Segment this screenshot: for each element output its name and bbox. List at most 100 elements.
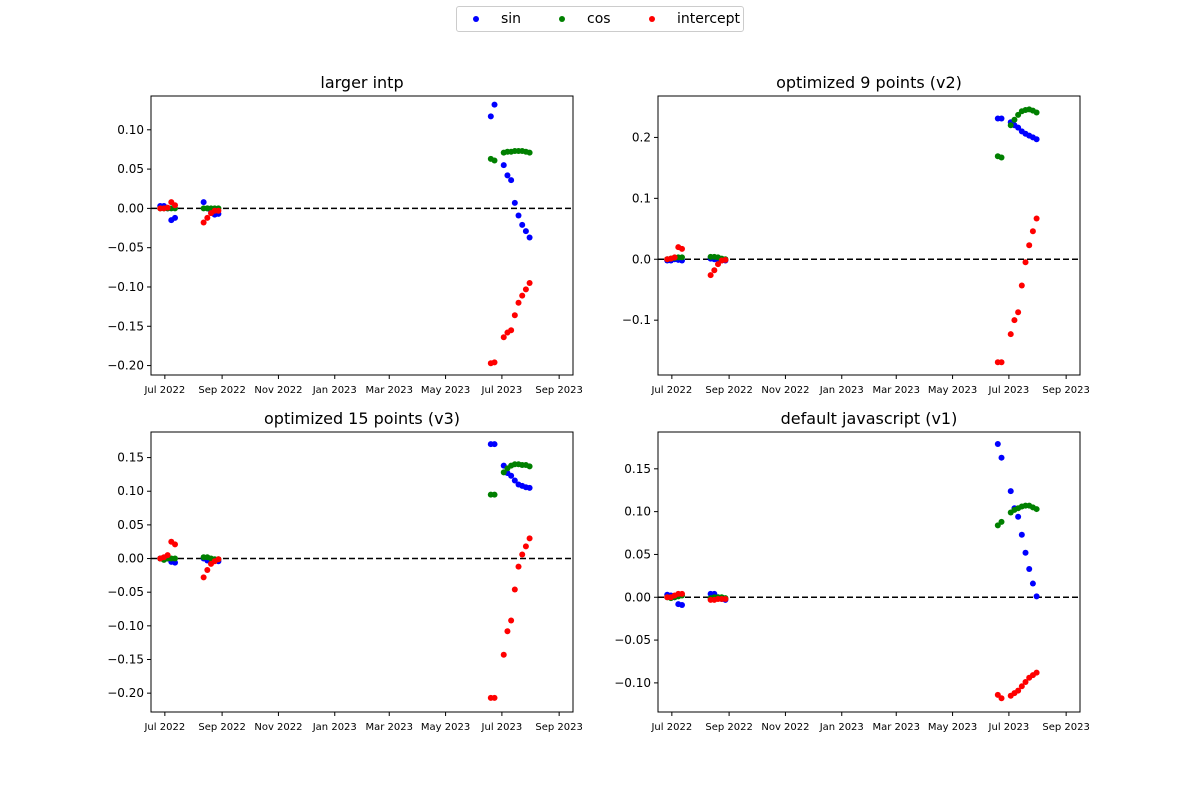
y-tick-label: 0.10: [624, 505, 651, 519]
x-tick-label: Sep 2023: [535, 385, 582, 396]
data-point-sin: [679, 601, 686, 608]
data-point-intercept: [204, 214, 211, 221]
legend-marker-cos: [559, 16, 565, 22]
data-point-sin: [1029, 580, 1036, 587]
series-sin: [664, 115, 1040, 264]
data-point-cos: [172, 555, 179, 562]
x-tick-label: Sep 2022: [705, 385, 752, 396]
x-tick-label: May 2023: [421, 722, 470, 733]
data-point-sin: [1033, 593, 1040, 600]
legend-label-sin: sin: [501, 11, 522, 27]
data-point-sin: [511, 199, 518, 206]
data-point-sin: [1026, 566, 1033, 573]
y-tick-label: 0.2: [632, 130, 651, 144]
x-tick-label: Nov 2022: [254, 385, 302, 396]
x-tick-label: Jan 2023: [312, 722, 357, 733]
data-point-intercept: [1033, 215, 1040, 222]
data-point-intercept: [491, 694, 498, 701]
subplot-larger-intp: larger intp 0.10 0.05 0.00 −0.05 −0.10 −0.15 −0…: [107, 73, 583, 396]
data-point-intercept: [200, 219, 207, 226]
y-tick-label: −0.05: [107, 241, 144, 255]
legend-label-intercept: intercept: [677, 11, 740, 27]
data-point-intercept: [526, 535, 533, 542]
data-point-intercept: [679, 590, 686, 597]
x-tick-label: Mar 2023: [872, 722, 920, 733]
data-point-intercept: [522, 543, 529, 550]
series-intercept: [157, 199, 533, 367]
data-point-intercept: [1018, 683, 1025, 690]
y-tick-label: −0.15: [107, 653, 144, 667]
subplot-title: optimized 15 points (v3): [264, 409, 460, 428]
axes-frame: [657, 95, 1081, 376]
x-tick-label: Mar 2023: [365, 385, 413, 396]
data-point-sin: [522, 228, 529, 235]
data-point-intercept: [172, 541, 179, 548]
y-tick-label: 0.10: [117, 484, 144, 498]
x-tick-label: Jul 2023: [481, 385, 523, 396]
x-tick-label: Nov 2022: [254, 722, 302, 733]
x-tick-label: Jul 2023: [481, 722, 523, 733]
data-point-intercept: [500, 651, 507, 658]
subplot-title: default javascript (v1): [781, 409, 958, 428]
data-point-sin: [508, 177, 515, 184]
data-point-intercept: [711, 267, 718, 274]
x-tick-label: Mar 2023: [365, 722, 413, 733]
y-tick-label: −0.1: [622, 313, 651, 327]
x-tick-label: Jul 2022: [143, 722, 185, 733]
data-point-intercept: [522, 286, 529, 293]
x-tick-label: Jan 2023: [312, 385, 357, 396]
data-point-sin: [994, 440, 1001, 447]
subplot-title: optimized 9 points (v2): [776, 73, 962, 92]
data-point-cos: [491, 491, 498, 498]
data-point-intercept: [511, 586, 518, 593]
x-tick-label: Jul 2023: [988, 385, 1030, 396]
data-point-intercept: [204, 566, 211, 573]
data-point-sin: [526, 484, 533, 491]
data-point-sin: [1007, 488, 1014, 495]
x-tick-label: Jul 2022: [143, 385, 185, 396]
x-tick-label: Sep 2022: [198, 385, 245, 396]
data-point-cos: [1015, 111, 1022, 118]
data-point-intercept: [707, 272, 714, 279]
data-point-sin: [200, 199, 207, 206]
data-point-cos: [500, 469, 507, 476]
legend-marker-sin: [473, 16, 479, 22]
data-point-intercept: [215, 207, 222, 214]
y-tick-label: −0.05: [107, 585, 144, 599]
data-point-intercept: [164, 204, 171, 211]
data-point-intercept: [1007, 331, 1014, 338]
data-point-intercept: [998, 695, 1005, 702]
subplot-title: larger intp: [320, 73, 403, 92]
legend-item-cos: cos: [559, 11, 611, 27]
x-tick-label: Jan 2023: [819, 385, 864, 396]
data-point-intercept: [515, 563, 522, 570]
subplot-optimized-9-points-v2: optimized 9 points (v2) 0.2 0.1 0.0 −0.1 Jul …: [622, 73, 1090, 396]
data-point-intercept: [998, 359, 1005, 366]
data-point-intercept: [1033, 669, 1040, 676]
data-point-sin: [172, 214, 179, 221]
y-tick-label: 0.15: [624, 462, 651, 476]
data-point-intercept: [515, 299, 522, 306]
data-point-cos: [679, 254, 686, 261]
data-point-sin: [998, 115, 1005, 122]
data-point-cos: [1033, 506, 1040, 513]
data-point-cos: [998, 154, 1005, 161]
x-tick-label: Sep 2023: [535, 722, 582, 733]
y-tick-label: 0.00: [117, 201, 144, 215]
axes-frame: [150, 95, 574, 376]
y-tick-label: 0.0: [632, 252, 651, 266]
data-point-intercept: [715, 261, 722, 268]
y-tick-label: 0.10: [117, 123, 144, 137]
data-point-cos: [526, 149, 533, 156]
data-point-sin: [508, 472, 515, 479]
data-point-sin: [1033, 136, 1040, 143]
data-point-intercept: [526, 280, 533, 287]
data-point-intercept: [1026, 242, 1033, 249]
data-point-intercept: [1029, 228, 1036, 235]
y-tick-label: 0.05: [117, 162, 144, 176]
y-tick-label: −0.05: [614, 633, 651, 647]
x-tick-label: Mar 2023: [872, 385, 920, 396]
series-intercept: [157, 535, 533, 701]
x-tick-label: Sep 2022: [705, 722, 752, 733]
y-tick-label: −0.20: [107, 686, 144, 700]
